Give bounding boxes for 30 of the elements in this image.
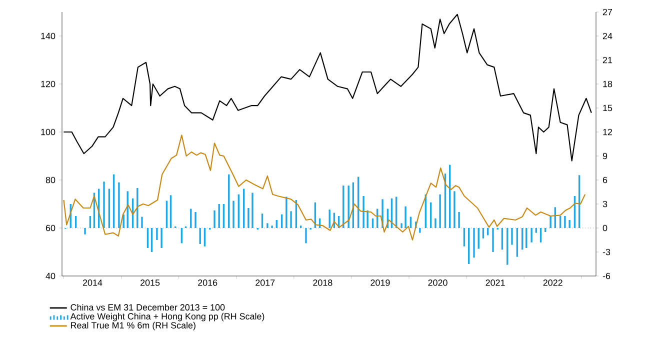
- y2-tick-label: 6: [602, 176, 608, 184]
- legend-label: Real True M1 % 6m (RH Scale): [71, 322, 196, 330]
- y2-tick-label: 21: [602, 56, 612, 64]
- legend-label: China vs EM 31 December 2013 = 100: [70, 304, 225, 311]
- y2-tick-label: -6: [602, 272, 610, 280]
- x-tick-label: 2014: [82, 280, 102, 286]
- legend-label: Active Weight China + Hong Kong pp (RH Scale): [70, 312, 264, 322]
- x-tick-label: 2022: [543, 280, 562, 286]
- x-tick-label: 2015: [140, 280, 160, 286]
- y-tick-label: 40: [46, 272, 56, 280]
- x-tick-label: 2016: [198, 280, 218, 286]
- y2-tick-label: 27: [602, 8, 612, 16]
- y-tick-label: 60: [46, 224, 56, 232]
- y2-tick-label: 24: [602, 32, 612, 40]
- y-tick-label: 120: [41, 80, 56, 88]
- x-tick-label: 2020: [428, 280, 448, 286]
- y2-tick-label: 0: [602, 224, 608, 232]
- x-tick-label: 2019: [370, 280, 390, 286]
- y2-tick-label: -3: [602, 248, 610, 256]
- y-tick-label: 100: [41, 128, 56, 136]
- y2-tick-label: 12: [603, 128, 612, 136]
- x-tick-label: 2017: [256, 280, 275, 286]
- x-tick-label: 2018: [313, 280, 332, 286]
- x-tick-label: 2021: [486, 280, 505, 286]
- y-tick-label: 140: [41, 32, 56, 40]
- y2-tick-label: 3: [602, 200, 608, 208]
- y2-tick-label: 9: [602, 152, 608, 160]
- y2-tick-label: 18: [603, 80, 612, 88]
- y-tick-label: 80: [46, 176, 56, 184]
- y2-tick-label: 15: [603, 104, 612, 112]
